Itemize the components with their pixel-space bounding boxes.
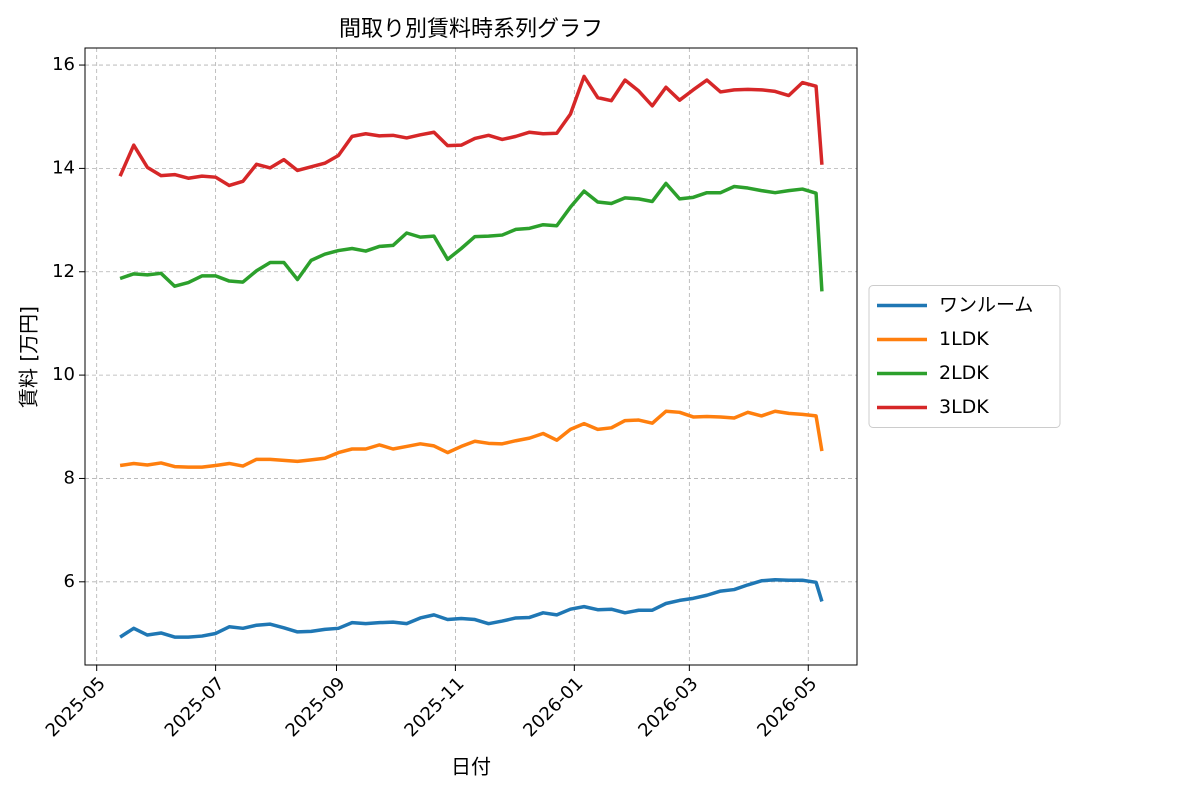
line <box>118 74 824 188</box>
line <box>119 181 824 292</box>
y-tick-label: 16 <box>52 54 75 75</box>
legend-box <box>868 285 1061 428</box>
x-tick-label: 2026-01 <box>519 673 587 741</box>
x-tick-label: 2025-05 <box>42 673 110 741</box>
y-tick-label: 10 <box>52 364 75 385</box>
y-tick-label: 14 <box>52 157 75 178</box>
x-tick-label: 2025-09 <box>282 673 350 741</box>
x-tick-label: 2025-07 <box>161 673 229 741</box>
legend-label: 3LDK <box>939 396 989 418</box>
y-tick-label: 8 <box>64 467 75 488</box>
x-tick-label: 2026-05 <box>753 673 821 741</box>
y-tick-label: 12 <box>52 261 75 282</box>
chart-title: 間取り別賃料時系列グラフ <box>339 17 603 42</box>
y-tick-label: 6 <box>64 571 75 592</box>
x-tick-label: 2026-03 <box>634 673 702 741</box>
legend-label: ワンルーム <box>939 294 1033 316</box>
x-axis-label: 日付 <box>451 755 491 779</box>
x-tick-label: 2025-11 <box>400 673 468 741</box>
line <box>119 577 824 639</box>
legend-label: 1LDK <box>939 328 989 350</box>
plot-frame <box>84 47 858 666</box>
y-axis-label: 賃料 [万円] <box>17 306 41 408</box>
legend-label: 2LDK <box>939 362 989 384</box>
line <box>119 409 824 469</box>
